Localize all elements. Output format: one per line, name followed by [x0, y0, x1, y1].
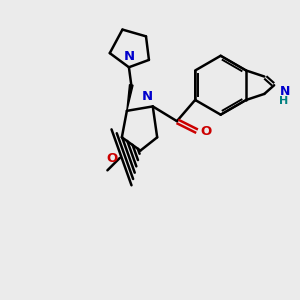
Text: O: O [106, 152, 117, 165]
Text: H: H [279, 95, 289, 106]
Text: N: N [124, 50, 135, 63]
Polygon shape [127, 85, 133, 111]
Text: O: O [200, 125, 212, 138]
Text: N: N [279, 85, 290, 98]
Text: N: N [142, 90, 153, 103]
